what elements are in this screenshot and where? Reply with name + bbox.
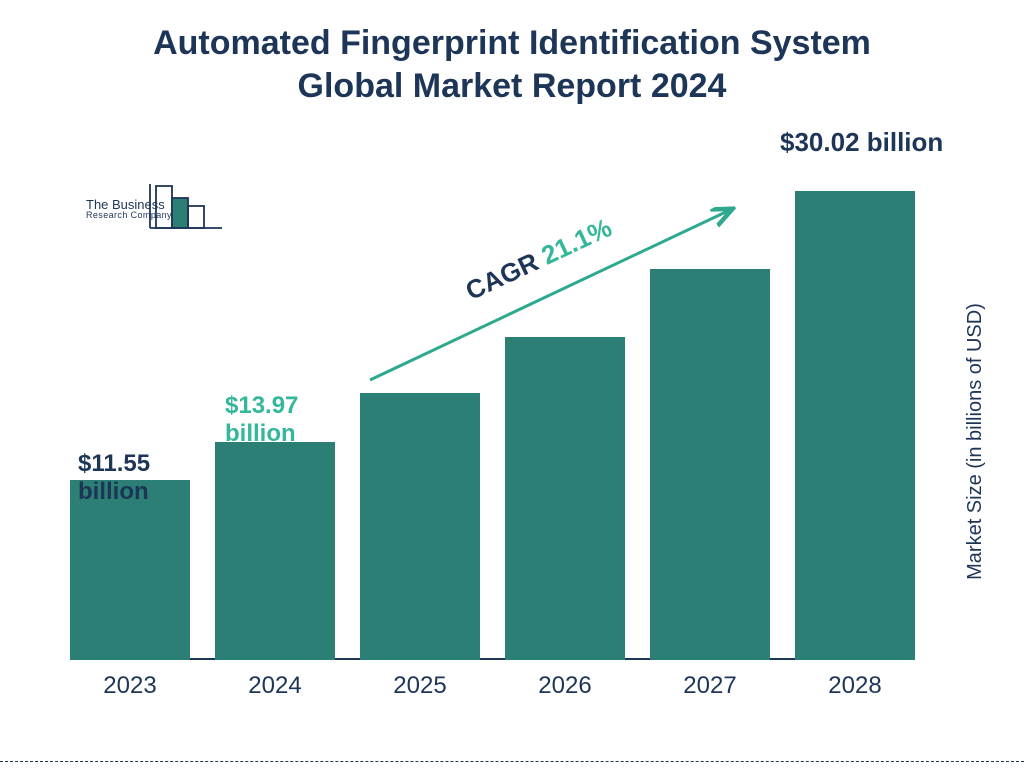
x-label-2028: 2028 bbox=[795, 672, 915, 700]
x-label-2026: 2026 bbox=[505, 672, 625, 700]
x-label-2025: 2025 bbox=[360, 672, 480, 700]
y-axis-label: Market Size (in billions of USD) bbox=[964, 303, 987, 580]
bar-2026 bbox=[505, 337, 625, 660]
bar-2028 bbox=[795, 191, 915, 660]
title-line-1: Automated Fingerprint Identification Sys… bbox=[0, 22, 1024, 65]
bar-2023 bbox=[70, 480, 190, 660]
footer-dashed-line bbox=[0, 761, 1024, 762]
value-callout-0: $11.55billion bbox=[78, 450, 150, 505]
chart-title: Automated Fingerprint Identification Sys… bbox=[0, 22, 1024, 107]
value-callout-1: $13.97billion bbox=[225, 392, 298, 447]
chart-area: 2023 2024 2025 2026 2027 2028 bbox=[70, 160, 940, 700]
x-label-2023: 2023 bbox=[70, 672, 190, 700]
x-label-2027: 2027 bbox=[650, 672, 770, 700]
chart-container: Automated Fingerprint Identification Sys… bbox=[0, 0, 1024, 768]
bar-2024 bbox=[215, 442, 335, 660]
title-line-2: Global Market Report 2024 bbox=[0, 65, 1024, 108]
bar-2027 bbox=[650, 269, 770, 660]
bar-2025 bbox=[360, 393, 480, 660]
value-callout-2: $30.02 billion bbox=[780, 128, 943, 158]
x-label-2024: 2024 bbox=[215, 672, 335, 700]
x-axis-line bbox=[70, 658, 915, 660]
